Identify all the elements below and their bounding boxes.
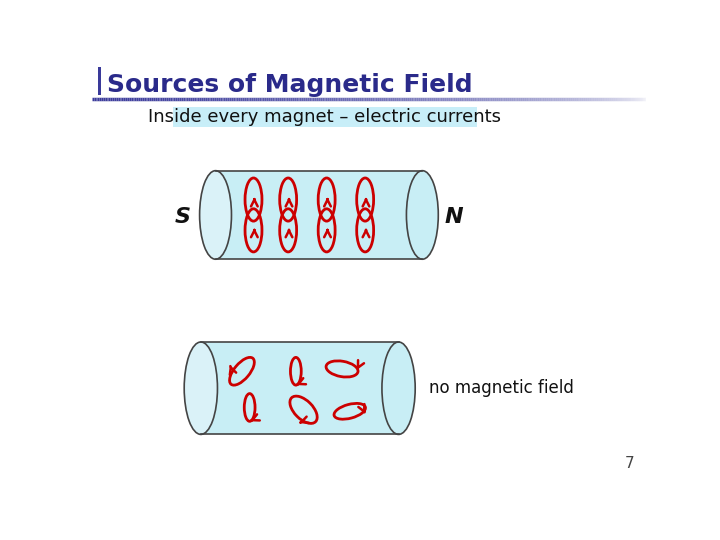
Text: Inside every magnet – electric currents: Inside every magnet – electric currents bbox=[148, 108, 501, 126]
Ellipse shape bbox=[382, 342, 415, 434]
Text: N: N bbox=[444, 207, 463, 227]
Ellipse shape bbox=[184, 342, 217, 434]
Bar bbox=[98, 67, 101, 95]
Ellipse shape bbox=[406, 171, 438, 259]
Text: 7: 7 bbox=[624, 456, 634, 471]
Text: Sources of Magnetic Field: Sources of Magnetic Field bbox=[107, 73, 473, 97]
Bar bbox=[173, 107, 477, 127]
Text: S: S bbox=[175, 207, 191, 227]
Ellipse shape bbox=[199, 171, 231, 259]
Text: no magnetic field: no magnetic field bbox=[429, 379, 574, 397]
Bar bbox=[201, 342, 399, 434]
Bar bbox=[215, 171, 423, 259]
